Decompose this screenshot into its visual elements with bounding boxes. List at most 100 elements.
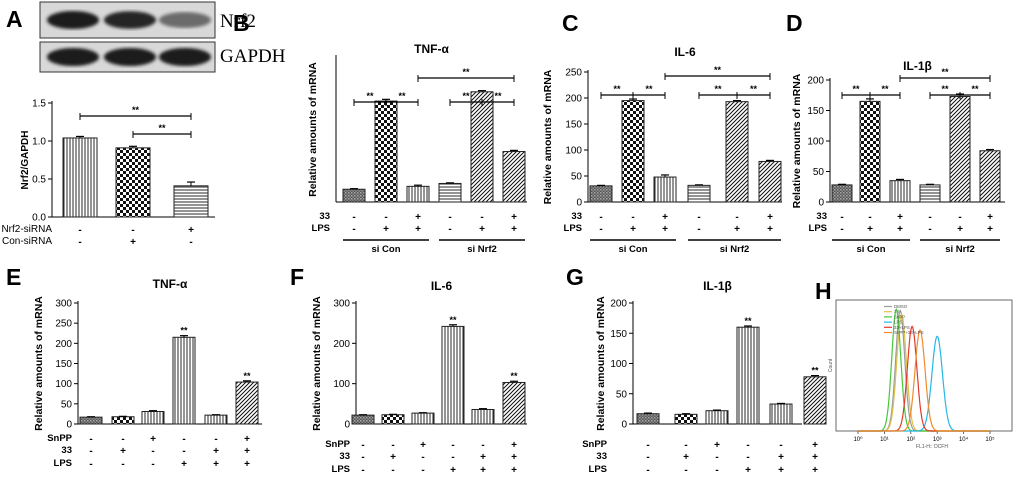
y-tick-label: 100 (807, 137, 824, 148)
y-tick-label: 0.5 (32, 175, 46, 186)
condition-mark: - (928, 224, 931, 235)
chart-title: IL-6 (431, 279, 453, 293)
bar (803, 376, 827, 425)
y-tick-label: 300 (333, 299, 350, 310)
condition-label: LPS (564, 223, 582, 234)
condition-mark: + (390, 452, 396, 463)
condition-mark: + (383, 224, 389, 235)
chart-title: IL-6 (674, 45, 696, 59)
condition-mark: + (812, 440, 818, 451)
condition-mark: - (131, 225, 134, 236)
bar (687, 184, 711, 203)
y-tick-label: 0 (344, 420, 350, 431)
condition-mark: + (630, 224, 636, 235)
panel-label-a: A (6, 6, 23, 32)
chart-title: TNF-α (414, 42, 449, 56)
y-tick-label: 1.0 (32, 137, 46, 148)
histogram-series-3 (858, 335, 990, 432)
bar (859, 100, 881, 203)
condition-mark: - (684, 465, 687, 476)
condition-mark: + (897, 224, 903, 235)
bracket-stars: ** (398, 91, 406, 101)
bar (502, 151, 526, 203)
condition-mark: - (631, 212, 634, 223)
condition-mark: - (182, 434, 185, 445)
condition-mark: + (745, 465, 751, 476)
significance-stars: ** (510, 371, 518, 381)
y-tick-label: 200 (807, 76, 824, 87)
group-label: si Nrf2 (467, 244, 497, 255)
condition-mark: + (244, 434, 250, 445)
condition-mark: - (928, 212, 931, 223)
bracket-stars: ** (462, 91, 470, 101)
bar (204, 414, 228, 425)
bar (351, 414, 375, 425)
condition-mark: + (511, 212, 517, 223)
histogram-series-4 (858, 325, 990, 432)
bar (441, 325, 465, 425)
condition-label: SnPP (325, 439, 350, 450)
condition-mark: + (987, 224, 993, 235)
condition-mark: - (451, 452, 454, 463)
condition-mark: + (415, 212, 421, 223)
y-tick-label: 100 (55, 379, 72, 390)
bracket-stars: ** (941, 84, 949, 94)
bar (411, 412, 435, 425)
condition-mark: - (697, 212, 700, 223)
bracket-stars: ** (881, 84, 889, 94)
y-axis-label: Count (828, 358, 834, 372)
condition-mark: - (121, 434, 124, 445)
condition-mark: - (121, 459, 124, 470)
condition-label: LPS (312, 223, 330, 234)
bar (674, 413, 698, 425)
bracket-stars: ** (941, 67, 949, 77)
y-tick-label: 250 (55, 319, 72, 330)
group-label: si Nrf2 (945, 244, 975, 255)
y-axis-label: Relative amounts of mRNA (33, 296, 45, 431)
bar (831, 184, 853, 203)
x-tick-label: 10⁰ (853, 436, 863, 443)
condition-mark: + (450, 465, 456, 476)
bar (141, 410, 165, 425)
condition-mark: - (391, 465, 394, 476)
condition-label: SnPP (582, 439, 607, 450)
y-tick-label: 50 (571, 172, 583, 183)
bar (172, 336, 196, 425)
condition-mark: - (646, 452, 649, 463)
bar (111, 416, 135, 425)
y-tick-label: 0 (576, 198, 582, 209)
condition-label: 33 (571, 211, 582, 222)
y-tick-label: 50 (616, 389, 628, 400)
bracket-stars: ** (714, 84, 722, 94)
bar (636, 413, 660, 425)
chart-f: 0 100 200 300 Relative amounts of mRNA IL-6 **… (311, 279, 527, 476)
blot-label-gapdh: GAPDH (220, 46, 286, 67)
bar (374, 100, 398, 203)
panel-label-e: E (6, 264, 21, 290)
blot-band (47, 48, 99, 66)
bar (758, 160, 782, 203)
y-tick-label: 0 (621, 420, 627, 431)
bar (470, 91, 494, 203)
bar (381, 414, 405, 425)
y-tick-label: 0.0 (32, 213, 46, 224)
condition-mark: - (384, 212, 387, 223)
condition-mark: - (89, 446, 92, 457)
histogram-series-1 (858, 312, 990, 432)
condition-mark: - (697, 224, 700, 235)
y-tick-label: 200 (333, 339, 350, 350)
condition-mark: + (511, 224, 517, 235)
condition-mark: + (415, 224, 421, 235)
y-tick-label: 200 (55, 339, 72, 350)
y-tick-label: 150 (55, 359, 72, 370)
x-tick-label: 10⁴ (959, 436, 969, 443)
condition-mark: - (361, 452, 364, 463)
group-label: si Con (371, 244, 400, 255)
condition-mark: - (352, 212, 355, 223)
bracket-stars: ** (366, 91, 374, 101)
significance-stars: ** (180, 326, 188, 336)
bar (653, 176, 677, 203)
bar (502, 381, 526, 425)
legend-label: SnPP+33+LPS (894, 330, 924, 335)
